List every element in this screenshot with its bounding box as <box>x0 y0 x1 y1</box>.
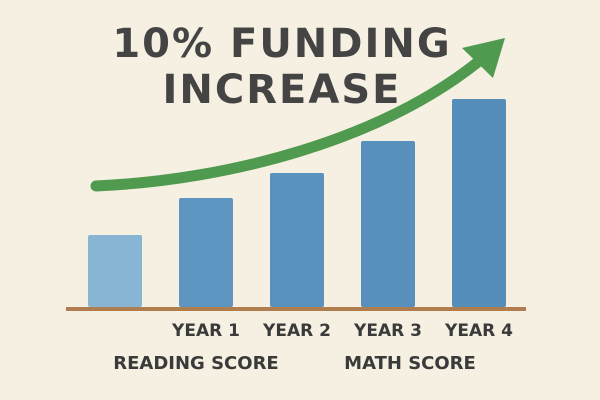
x-tick-label: YEAR 4 <box>444 321 513 341</box>
bar <box>361 141 415 307</box>
bar <box>88 235 142 307</box>
annotation: READING SCORE <box>113 353 278 374</box>
x-tick-label: YEAR 3 <box>353 321 422 341</box>
annotation: MATH SCORE <box>344 353 476 374</box>
arrow-head <box>462 38 505 78</box>
chart-title: 10% FUNDING <box>112 21 451 67</box>
bar <box>179 198 233 307</box>
bar <box>270 173 324 307</box>
bar <box>452 99 506 307</box>
x-tick-label: YEAR 1 <box>171 321 240 341</box>
trend-arrow <box>90 56 484 192</box>
x-tick-label: YEAR 2 <box>262 321 331 341</box>
chart-title: INCREASE <box>163 67 402 113</box>
